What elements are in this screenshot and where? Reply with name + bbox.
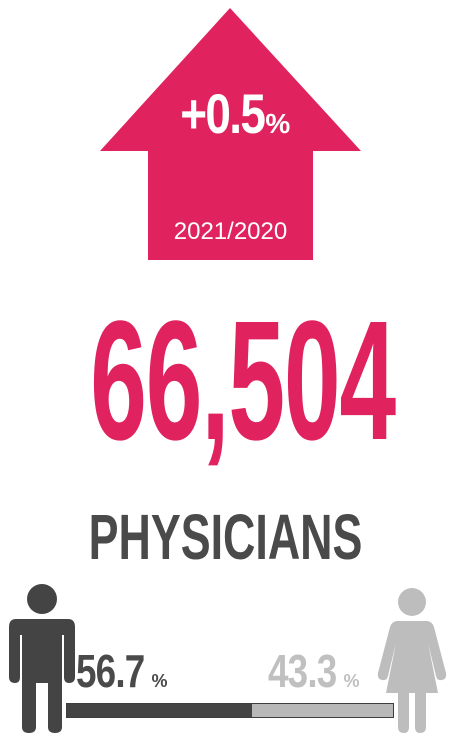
female-person-icon xyxy=(376,587,448,733)
gender-split-bar xyxy=(66,703,394,718)
change-value: +0.5 xyxy=(179,82,266,145)
male-person-icon xyxy=(8,583,76,733)
change-percentage: +0.5% xyxy=(100,86,361,142)
up-arrow-icon xyxy=(100,8,361,260)
total-physician-count: 66,504 xyxy=(90,286,396,476)
male-share-bar xyxy=(67,704,252,717)
female-share: 43.3% xyxy=(268,648,360,694)
female-percent-unit: % xyxy=(343,671,360,691)
female-percent-value: 43.3 xyxy=(268,645,337,697)
male-share: 56.7% xyxy=(76,648,168,694)
change-unit: % xyxy=(265,108,291,139)
male-percent-value: 56.7 xyxy=(76,645,145,697)
comparison-period: 2021/2020 xyxy=(173,218,288,245)
change-arrow: +0.5% 2021/2020 xyxy=(100,8,361,260)
female-share-bar xyxy=(251,704,393,717)
category-label: PHYSICIANS xyxy=(88,501,363,573)
male-percent-unit: % xyxy=(151,671,168,691)
